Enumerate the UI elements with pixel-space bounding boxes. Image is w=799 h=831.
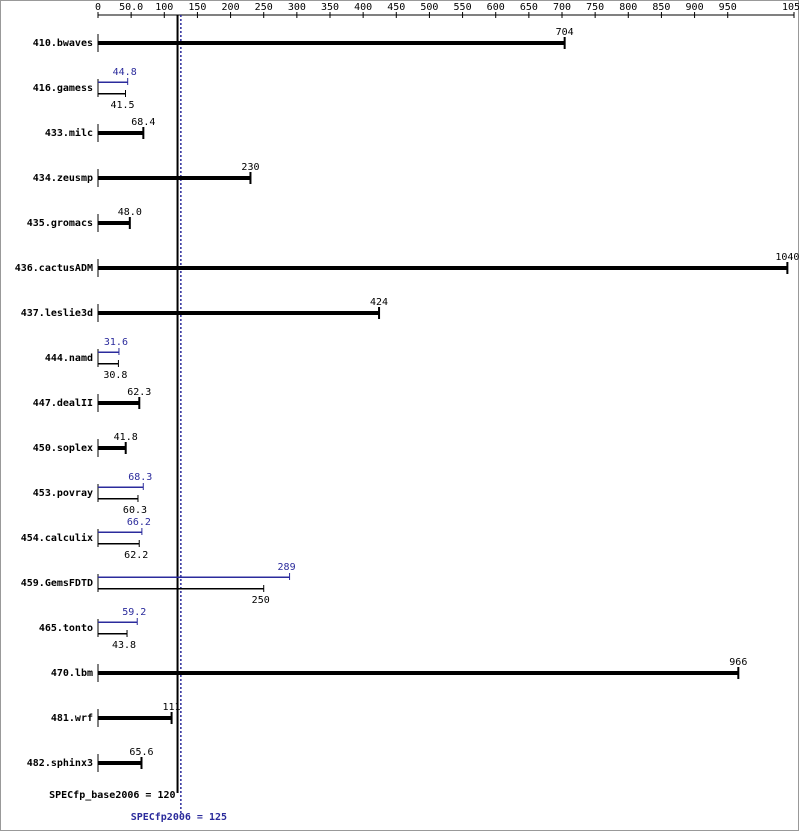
value-label: 111 — [163, 702, 181, 713]
base-value-label: 250 — [252, 595, 270, 606]
category-label: 450.soplex — [33, 443, 93, 454]
category-label: 465.tonto — [39, 623, 93, 634]
category-label: 434.zeusmp — [33, 173, 93, 184]
base-bar — [98, 363, 119, 365]
x-tick-label: 50.0 — [119, 2, 143, 13]
x-tick-label: 150 — [188, 2, 206, 13]
x-tick-label: 450 — [387, 2, 405, 13]
x-tick-label: 700 — [553, 2, 571, 13]
x-tick-label: 950 — [719, 2, 737, 13]
base-bar — [98, 588, 264, 590]
x-tick-label: 650 — [520, 2, 538, 13]
x-tick-label: 1050 — [782, 2, 799, 13]
bar — [98, 761, 142, 765]
peak-value-label: 289 — [278, 562, 296, 573]
bar — [98, 176, 251, 180]
category-label: 410.bwaves — [33, 38, 93, 49]
category-label: 459.GemsFDTD — [21, 578, 93, 589]
value-label: 704 — [556, 27, 574, 38]
x-tick-label: 350 — [321, 2, 339, 13]
category-label: 433.milc — [45, 127, 93, 139]
x-tick-label: 750 — [586, 2, 604, 13]
peak-bar — [98, 531, 142, 533]
base-bar — [98, 543, 140, 545]
bar — [98, 671, 739, 675]
base-value-label: 60.3 — [123, 505, 147, 516]
category-label: 453.povray — [33, 488, 93, 499]
x-tick-label: 250 — [255, 2, 273, 13]
x-tick-label: 200 — [222, 2, 240, 13]
bar — [98, 41, 565, 45]
bar — [98, 131, 144, 135]
category-label: 447.dealII — [33, 398, 93, 409]
category-label: 436.cactusADM — [15, 263, 93, 274]
peak-bar — [98, 351, 119, 353]
peak-value-label: 68.3 — [128, 472, 152, 483]
value-label: 424 — [370, 297, 388, 308]
value-label: 230 — [241, 162, 259, 173]
x-tick-label: 800 — [619, 2, 637, 13]
reference-label: SPECfp_base2006 = 120 — [49, 790, 175, 801]
base-bar — [98, 93, 126, 95]
base-value-label: 41.5 — [110, 100, 134, 111]
peak-value-label: 44.8 — [113, 67, 137, 78]
category-label: 416.gamess — [33, 83, 93, 94]
category-label: 454.calculix — [21, 532, 93, 544]
bar — [98, 266, 788, 270]
base-bar — [98, 633, 128, 635]
peak-value-label: 66.2 — [127, 517, 151, 528]
peak-value-label: 31.6 — [104, 337, 128, 348]
peak-bar — [98, 486, 144, 488]
category-label: 470.lbm — [51, 668, 93, 679]
peak-bar — [98, 576, 290, 578]
category-label: 482.sphinx3 — [27, 757, 93, 769]
peak-value-label: 59.2 — [122, 607, 146, 618]
reference-label: SPECfp2006 = 125 — [131, 812, 227, 823]
category-label: 437.leslie3d — [21, 307, 93, 319]
value-label: 68.4 — [131, 117, 155, 128]
base-value-label: 30.8 — [103, 370, 127, 381]
bar — [98, 221, 130, 225]
x-tick-label: 0 — [95, 2, 101, 13]
x-tick-label: 900 — [686, 2, 704, 13]
bar — [98, 311, 380, 315]
base-value-label: 43.8 — [112, 640, 136, 651]
x-tick-label: 300 — [288, 2, 306, 13]
x-tick-label: 500 — [420, 2, 438, 13]
category-label: 481.wrf — [51, 713, 93, 724]
x-tick-label: 400 — [354, 2, 372, 13]
value-label: 65.6 — [129, 747, 153, 758]
x-tick-label: 550 — [454, 2, 472, 13]
x-tick-label: 100 — [155, 2, 173, 13]
base-bar — [98, 498, 138, 500]
category-label: 444.namd — [45, 353, 93, 364]
value-label: 62.3 — [127, 387, 151, 398]
base-value-label: 62.2 — [124, 550, 148, 561]
x-tick-label: 600 — [487, 2, 505, 13]
x-tick-label: 850 — [652, 2, 670, 13]
value-label: 48.0 — [118, 207, 142, 218]
value-label: 966 — [729, 657, 747, 668]
value-label: 41.8 — [114, 432, 138, 443]
peak-bar — [98, 81, 128, 83]
peak-bar — [98, 621, 138, 623]
category-label: 435.gromacs — [27, 218, 93, 229]
bar — [98, 716, 172, 720]
value-label: 1040 — [775, 252, 799, 263]
bar — [98, 401, 140, 405]
bar — [98, 446, 126, 450]
